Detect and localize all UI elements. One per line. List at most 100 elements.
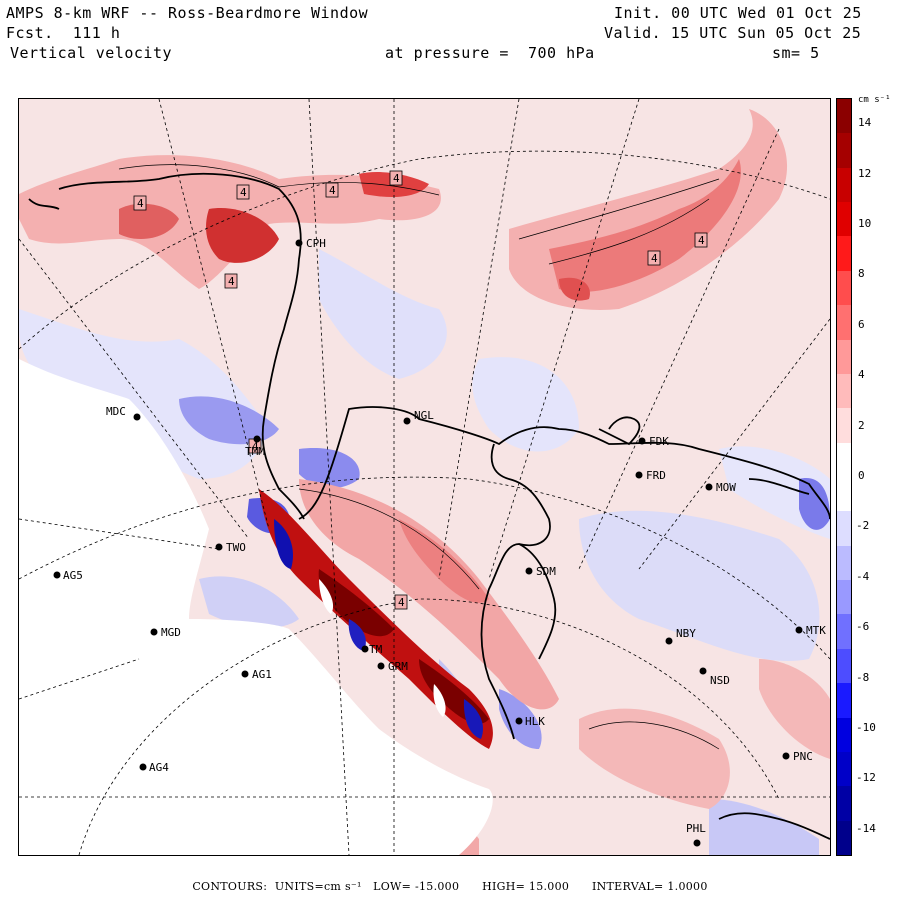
smoothing-value: sm= 5	[772, 44, 820, 62]
svg-text:4: 4	[398, 596, 405, 609]
colorbar-tick-label: 4	[858, 368, 865, 382]
footer-contours-label: CONTOURS:	[192, 880, 268, 893]
svg-text:PHL: PHL	[686, 822, 706, 835]
contour-label-box: 4	[389, 170, 403, 186]
colorbar-segment	[837, 133, 851, 169]
contour-label-box: 4	[133, 195, 147, 211]
svg-text:PNC: PNC	[793, 750, 813, 763]
svg-text:CPH: CPH	[306, 237, 326, 250]
contour-label-box: 4	[236, 184, 250, 200]
footer-high: HIGH= 15.000	[482, 880, 570, 893]
svg-text:MDC: MDC	[106, 405, 126, 418]
colorbar-segment	[837, 477, 851, 512]
svg-text:AG5: AG5	[63, 569, 83, 582]
colorbar-segment	[837, 717, 851, 753]
svg-text:4: 4	[651, 252, 658, 265]
map-panel: 4 4 4 4 4 4 4 4 4 CPH MDC NGL FDK FRD MO…	[18, 98, 831, 856]
station-pnc: PNC	[782, 750, 813, 763]
svg-text:MGD: MGD	[161, 626, 181, 639]
colorbar-tick-label: 0	[858, 469, 865, 482]
colorbar-tick-label: 8	[858, 267, 865, 281]
colorbar-unit: cm s⁻¹	[858, 95, 891, 105]
colorbar-segment	[837, 270, 851, 306]
svg-text:MOW: MOW	[716, 481, 736, 494]
map-title: AMPS 8-km WRF -- Ross-Beardmore Window	[6, 4, 369, 22]
colorbar-segment	[837, 511, 851, 547]
colorbar-tick-label: -10	[856, 721, 876, 734]
colorbar-tick-label: -4	[856, 569, 870, 583]
station-tmm: TMM	[245, 435, 265, 458]
svg-text:NBY: NBY	[676, 627, 696, 640]
station-two: TWO	[215, 541, 246, 554]
station-sdm: SDM	[525, 565, 556, 578]
station-nsd: NSD	[699, 667, 730, 687]
lat-lon-grid	[19, 99, 830, 855]
colorbar	[836, 98, 852, 856]
colorbar-tick-label: -6	[856, 620, 870, 634]
svg-text:4: 4	[137, 197, 144, 210]
no-data-regions	[19, 359, 493, 855]
station-ag1: AG1	[241, 668, 272, 681]
svg-text:AG4: AG4	[149, 761, 169, 774]
svg-text:HLK: HLK	[525, 715, 545, 728]
vertical-velocity-map: 4 4 4 4 4 4 4 4 4 CPH MDC NGL FDK FRD MO…	[19, 99, 830, 855]
svg-text:GRM: GRM	[388, 660, 408, 673]
station-nby: NBY	[665, 627, 696, 645]
colorbar-segment	[837, 373, 851, 409]
station-frd: FRD	[635, 469, 666, 482]
contour-label-box: 4	[325, 182, 339, 198]
colorbar-tick-label: -8	[856, 670, 870, 684]
colorbar-segment	[837, 683, 851, 719]
svg-text:SDM: SDM	[536, 565, 556, 578]
colorbar-segment	[837, 786, 851, 822]
svg-text:4: 4	[698, 234, 705, 247]
station-mtk: MTK	[795, 624, 826, 637]
svg-text:FRD: FRD	[646, 469, 666, 482]
colorbar-tick-label: 10	[858, 217, 872, 230]
svg-text:FDK: FDK	[649, 435, 669, 448]
svg-text:4: 4	[240, 186, 247, 199]
station-fdk: FDK	[638, 435, 669, 448]
transantarctic-band	[259, 489, 493, 749]
contour-lines	[118, 164, 720, 750]
contour-label-box: 4	[248, 438, 262, 454]
colorbar-segment	[837, 751, 851, 787]
pressure-level: at pressure = 700 hPa	[385, 44, 595, 62]
footer-low: LOW= -15.000	[373, 880, 460, 893]
colorbar-tick-label: -14	[856, 821, 876, 835]
svg-text:4: 4	[228, 275, 235, 288]
station-tm: TM	[361, 643, 383, 656]
colorbar-tick-label: -2	[856, 519, 870, 533]
footer-contour-info: CONTOURS: UNITS=cm s⁻¹ LOW= -15.000 HIGH…	[0, 880, 900, 893]
colorbar-segment	[837, 408, 851, 444]
station-ag5: AG5	[53, 569, 83, 582]
svg-text:4: 4	[329, 184, 336, 197]
svg-text:4: 4	[252, 440, 259, 453]
svg-text:TMM: TMM	[245, 445, 265, 458]
valid-time: Valid. 15 UTC Sun 05 Oct 25	[604, 24, 862, 42]
contour-label-box: 4	[224, 273, 238, 289]
contour-label-box: 4	[394, 594, 408, 610]
coastline	[28, 172, 830, 840]
footer-interval: INTERVAL= 1.0000	[591, 880, 708, 893]
colorbar-segment	[837, 99, 851, 134]
colorbar-tick-label: 2	[858, 418, 865, 432]
station-mgd: MGD	[150, 626, 181, 639]
colorbar-segment	[837, 820, 851, 856]
svg-text:TWO: TWO	[226, 541, 246, 554]
svg-text:NGL: NGL	[414, 409, 434, 422]
colorbar-segment	[837, 167, 851, 203]
colorbar-segment	[837, 442, 851, 478]
svg-text:MTK: MTK	[806, 624, 826, 637]
field-name: Vertical velocity	[10, 44, 173, 62]
svg-text:AG1: AG1	[252, 668, 272, 681]
colorbar-segment	[837, 614, 851, 650]
svg-text:NSD: NSD	[710, 674, 730, 687]
colorbar-tick-label: -12	[856, 771, 876, 785]
colorbar-segment	[837, 580, 851, 615]
colorbar-segment	[837, 545, 851, 581]
station-markers: CPH MDC NGL FDK FRD MOW AG5 TWO SDM MGD …	[53, 237, 826, 847]
contour-value-labels: 4 4 4 4 4 4 4 4 4	[133, 170, 708, 610]
station-hlk: HLK	[515, 715, 545, 728]
colorbar-segment	[837, 202, 851, 237]
